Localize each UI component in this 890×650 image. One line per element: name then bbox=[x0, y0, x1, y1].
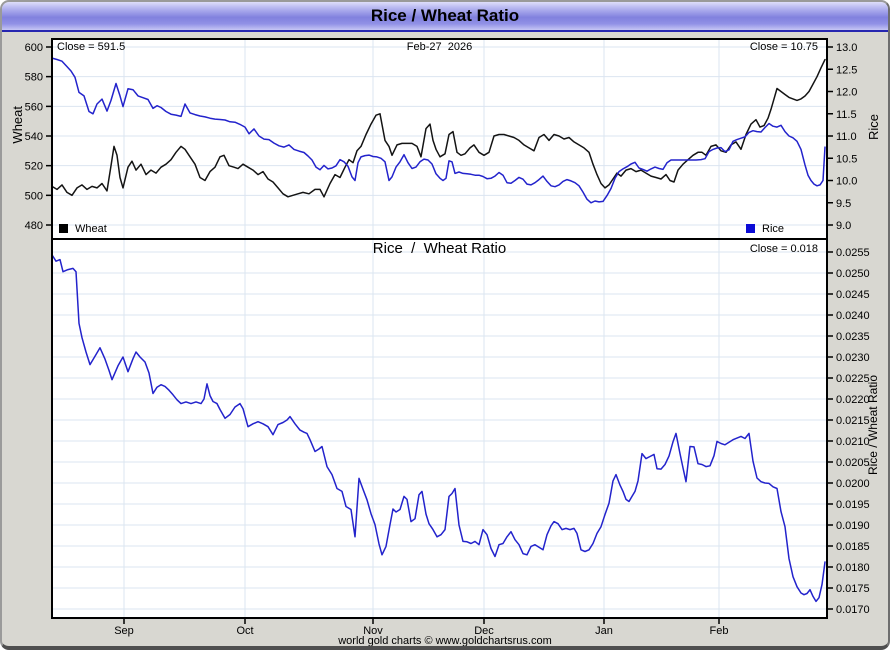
left-tick-label: 480 bbox=[25, 220, 43, 232]
ratio-tick-label: 0.0175 bbox=[836, 583, 870, 595]
ratio-tick-label: 0.0180 bbox=[836, 562, 870, 574]
left-tick-label: 600 bbox=[25, 42, 43, 54]
left-tick-label: 580 bbox=[25, 72, 43, 84]
ratio-close-annotation: Close = 0.018 bbox=[749, 243, 818, 255]
ratio-tick-label: 0.0215 bbox=[836, 415, 870, 427]
wheat-legend-swatch bbox=[59, 224, 68, 233]
ratio-tick-label: 0.0220 bbox=[836, 394, 870, 406]
legend-wheat: Wheat bbox=[59, 223, 107, 235]
month-label: Nov bbox=[363, 625, 383, 637]
right-tick-label: 12.0 bbox=[836, 87, 857, 99]
ratio-tick-label: 0.0240 bbox=[836, 310, 870, 322]
wheat-series-line bbox=[51, 58, 826, 198]
footer-credit: world gold charts © www.goldchartsrus.co… bbox=[338, 635, 552, 647]
right-tick-label: 10.0 bbox=[836, 176, 857, 188]
ratio-tick-label: 0.0195 bbox=[836, 499, 870, 511]
left-tick-label: 540 bbox=[25, 131, 43, 143]
left-axis-title-wheat: Wheat bbox=[10, 106, 25, 144]
right-axis-title-rice: Rice bbox=[866, 114, 881, 141]
month-label: Dec bbox=[474, 625, 494, 637]
rice-legend-label: Rice bbox=[762, 223, 785, 235]
window-title: Rice / Wheat Ratio bbox=[370, 6, 520, 25]
bottom-plot-frame bbox=[51, 238, 828, 619]
ratio-tick-label: 0.0200 bbox=[836, 478, 870, 490]
date-annotation: Feb-27 2026 bbox=[406, 41, 473, 53]
right-axis-title-ratio: Rice / Wheat Ratio bbox=[866, 375, 880, 476]
rice-legend-swatch bbox=[746, 224, 755, 233]
bottom-plot-area bbox=[52, 239, 827, 618]
legend-rice: Rice bbox=[746, 223, 784, 235]
ratio-tick-label: 0.0205 bbox=[836, 457, 870, 469]
month-label: Jan bbox=[595, 625, 613, 637]
right-tick-label: 12.5 bbox=[836, 64, 857, 76]
ratio-tick-label: 0.0255 bbox=[836, 247, 870, 259]
right-tick-label: 11.5 bbox=[836, 109, 857, 121]
rice-close-annotation: Close = 10.75 bbox=[749, 41, 818, 53]
month-label: Oct bbox=[236, 625, 253, 637]
title-bar[interactable]: Rice / Wheat Ratio bbox=[2, 2, 888, 32]
left-tick-label: 500 bbox=[25, 190, 43, 202]
left-tick-label: 520 bbox=[25, 161, 43, 173]
ratio-tick-label: 0.0170 bbox=[836, 604, 870, 616]
rice-series-line bbox=[51, 57, 826, 204]
ratio-series-line bbox=[51, 254, 826, 603]
right-tick-label: 9.0 bbox=[836, 220, 851, 232]
ratio-panel-title: Rice / Wheat Ratio bbox=[372, 240, 507, 257]
wheat-close-annotation: Close = 591.5 bbox=[57, 41, 126, 53]
ratio-tick-label: 0.0230 bbox=[836, 352, 870, 364]
ratio-tick-label: 0.0185 bbox=[836, 541, 870, 553]
right-tick-label: 11.0 bbox=[836, 131, 857, 143]
month-label: Feb bbox=[710, 625, 729, 637]
right-tick-label: 9.5 bbox=[836, 198, 851, 210]
right-tick-label: 10.5 bbox=[836, 153, 857, 165]
ratio-tick-label: 0.0225 bbox=[836, 373, 870, 385]
ratio-tick-label: 0.0245 bbox=[836, 289, 870, 301]
ratio-tick-label: 0.0250 bbox=[836, 268, 870, 280]
right-tick-label: 13.0 bbox=[836, 42, 857, 54]
top-plot-area bbox=[52, 39, 827, 239]
ratio-tick-label: 0.0235 bbox=[836, 331, 870, 343]
left-tick-label: 560 bbox=[25, 101, 43, 113]
ratio-tick-label: 0.0210 bbox=[836, 436, 870, 448]
wheat-legend-label: Wheat bbox=[75, 223, 107, 235]
month-label: Sep bbox=[114, 625, 134, 637]
ratio-tick-label: 0.0190 bbox=[836, 520, 870, 532]
